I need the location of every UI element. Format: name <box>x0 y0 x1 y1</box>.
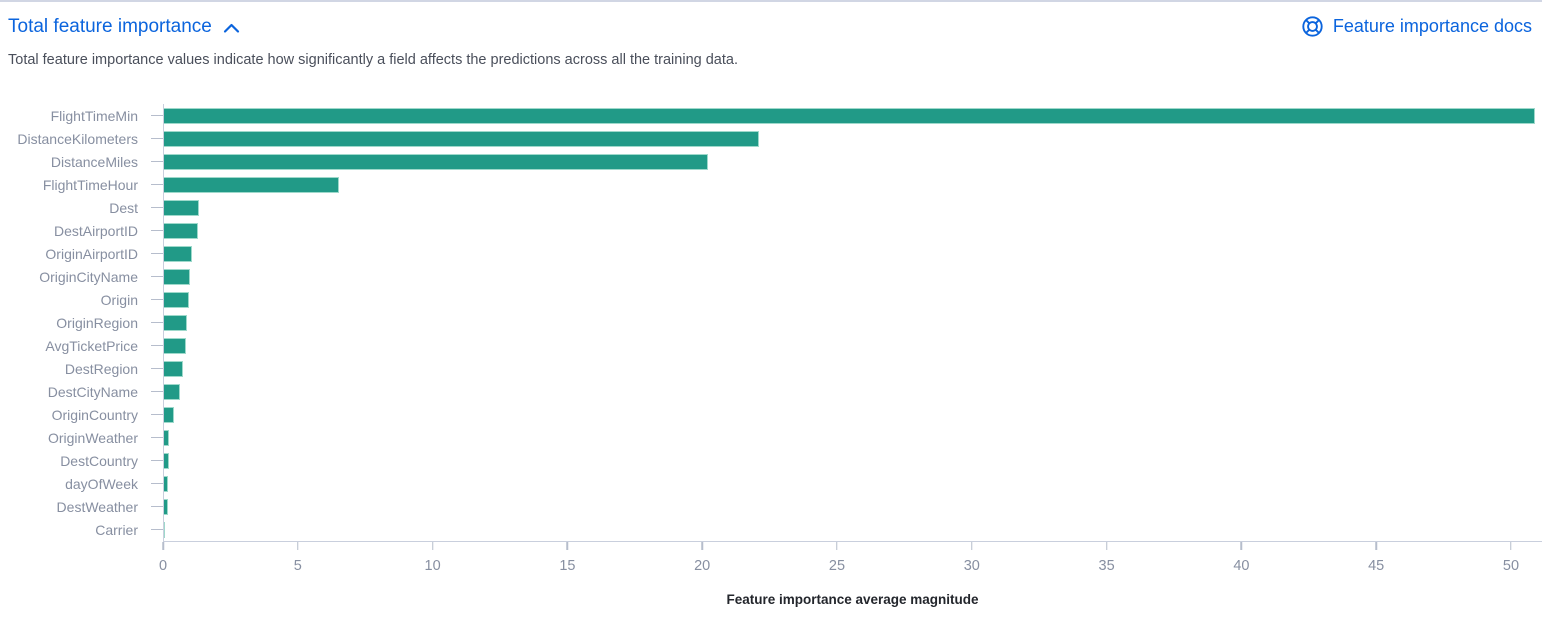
bar-distancekilometers[interactable] <box>164 130 760 147</box>
docs-link-label: Feature importance docs <box>1332 16 1532 36</box>
x-axis-tick-label: 10 <box>424 558 441 574</box>
y-axis-label: DistanceKilometers <box>17 130 138 147</box>
bar-origincityname[interactable] <box>164 268 190 285</box>
y-axis-tick <box>151 275 163 278</box>
bar-flighttimehour[interactable] <box>164 176 340 193</box>
y-axis-tick <box>151 114 163 117</box>
x-axis-tick-label: 45 <box>1368 558 1385 574</box>
y-axis-label: OriginCountry <box>51 406 138 423</box>
y-axis: FlightTimeMin DistanceKilometers DistanceM… <box>0 104 163 542</box>
x-axis-tick-label: 40 <box>1233 558 1250 574</box>
x-axis-tick-label: 30 <box>963 558 980 574</box>
x-axis-tick-label: 50 <box>1502 558 1520 574</box>
section-title: Total feature importance <box>8 16 212 37</box>
y-axis-label: Origin <box>100 291 138 308</box>
y-axis-tick <box>151 505 163 508</box>
section-header: Total feature importance Feature importa… <box>8 13 1532 40</box>
x-axis-tick <box>297 542 299 550</box>
bar-origincountry[interactable] <box>164 406 175 423</box>
top-divider <box>0 0 1542 2</box>
y-axis-label: Dest <box>109 199 138 216</box>
x-axis-tick-label: 15 <box>559 558 576 574</box>
y-axis-label: AvgTicketPrice <box>45 337 138 354</box>
life-ring-icon <box>1301 15 1324 38</box>
chevron-up-icon <box>223 22 240 34</box>
y-axis-tick <box>151 390 163 393</box>
y-axis-tick <box>151 459 163 462</box>
bar-destairportid[interactable] <box>164 222 198 239</box>
y-axis-tick <box>151 436 163 439</box>
y-axis-label: Carrier <box>95 521 138 538</box>
y-axis-tick <box>151 160 163 163</box>
x-axis: 0 5 10 15 20 25 30 35 40 45 50 <box>159 542 1542 576</box>
bar-destcityname[interactable] <box>164 383 180 400</box>
bar-dest[interactable] <box>164 199 200 216</box>
x-axis-tick <box>836 542 838 550</box>
x-axis-tick <box>1375 542 1377 550</box>
y-axis-label: DistanceMiles <box>50 153 138 170</box>
y-axis-tick <box>151 528 163 531</box>
bar-destweather[interactable] <box>164 498 168 515</box>
y-axis-tick <box>151 229 163 232</box>
x-axis-tick-label: 25 <box>828 558 846 574</box>
y-axis-tick <box>151 206 163 209</box>
x-axis-tick <box>431 542 434 550</box>
y-axis-tick <box>151 367 163 370</box>
bar-flighttimemin[interactable] <box>164 107 1536 124</box>
y-axis-tick <box>151 482 163 485</box>
bar-originweather[interactable] <box>164 429 170 446</box>
x-axis-tick <box>1510 542 1512 550</box>
bar-dayofweek[interactable] <box>164 475 169 492</box>
x-axis-tick-label: 0 <box>158 558 168 574</box>
plot-area <box>163 104 1542 542</box>
x-axis-tick <box>1240 542 1243 550</box>
bar-originairportid[interactable] <box>164 245 193 262</box>
x-axis-tick <box>566 542 569 550</box>
feature-importance-docs-link[interactable]: Feature importance docs <box>1301 15 1532 38</box>
x-axis-title: Feature importance average magnitude <box>726 592 979 607</box>
bar-origin[interactable] <box>164 291 189 308</box>
y-axis-tick <box>151 137 163 140</box>
y-axis-tick <box>151 183 163 186</box>
bar-carrier[interactable] <box>164 521 166 538</box>
x-axis-tick-label: 5 <box>293 558 302 574</box>
y-axis-label: OriginWeather <box>47 429 138 446</box>
y-axis-label: DestCountry <box>60 452 138 469</box>
y-axis-label: OriginRegion <box>56 314 138 331</box>
y-axis-label: FlightTimeHour <box>42 176 138 193</box>
y-axis-tick <box>151 321 163 324</box>
y-axis-label: DestWeather <box>56 498 138 515</box>
total-feature-importance-toggle[interactable]: Total feature importance <box>8 13 240 40</box>
y-axis-label: OriginAirportID <box>45 245 138 262</box>
bar-distancemiles[interactable] <box>164 153 709 170</box>
bar-destregion[interactable] <box>164 360 183 377</box>
x-axis-tick-label: 20 <box>694 558 711 574</box>
y-axis-tick <box>151 344 163 347</box>
bar-avgticketprice[interactable] <box>164 337 186 354</box>
y-axis-label: DestAirportID <box>53 222 138 239</box>
y-axis-label: dayOfWeek <box>65 475 138 492</box>
bar-destcountry[interactable] <box>164 452 169 469</box>
y-axis-label: DestRegion <box>64 360 138 377</box>
x-axis-tick-label: 35 <box>1098 558 1115 574</box>
section-description: Total feature importance values indicate… <box>8 52 738 68</box>
y-axis-label: OriginCityName <box>39 268 138 285</box>
x-axis-tick <box>162 542 164 550</box>
y-axis-label: FlightTimeMin <box>50 107 138 124</box>
x-axis-tick <box>1105 542 1108 550</box>
y-axis-label: DestCityName <box>47 383 138 400</box>
feature-importance-chart: FlightTimeMin DistanceKilometers DistanceM… <box>0 104 1542 607</box>
x-axis-tick <box>971 542 973 550</box>
bar-originregion[interactable] <box>164 314 187 331</box>
y-axis-tick <box>151 413 163 416</box>
y-axis-tick <box>151 298 163 301</box>
x-axis-tick <box>701 542 703 550</box>
y-axis-tick <box>151 252 163 255</box>
